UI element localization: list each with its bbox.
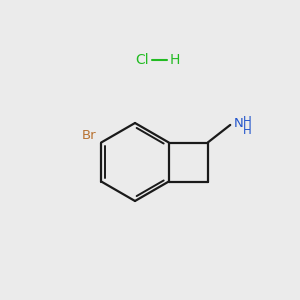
Text: H: H: [169, 53, 180, 67]
Text: Br: Br: [82, 129, 97, 142]
Text: N: N: [234, 117, 244, 130]
Text: H: H: [243, 116, 252, 128]
Text: H: H: [243, 124, 252, 137]
Text: Cl: Cl: [135, 53, 148, 67]
